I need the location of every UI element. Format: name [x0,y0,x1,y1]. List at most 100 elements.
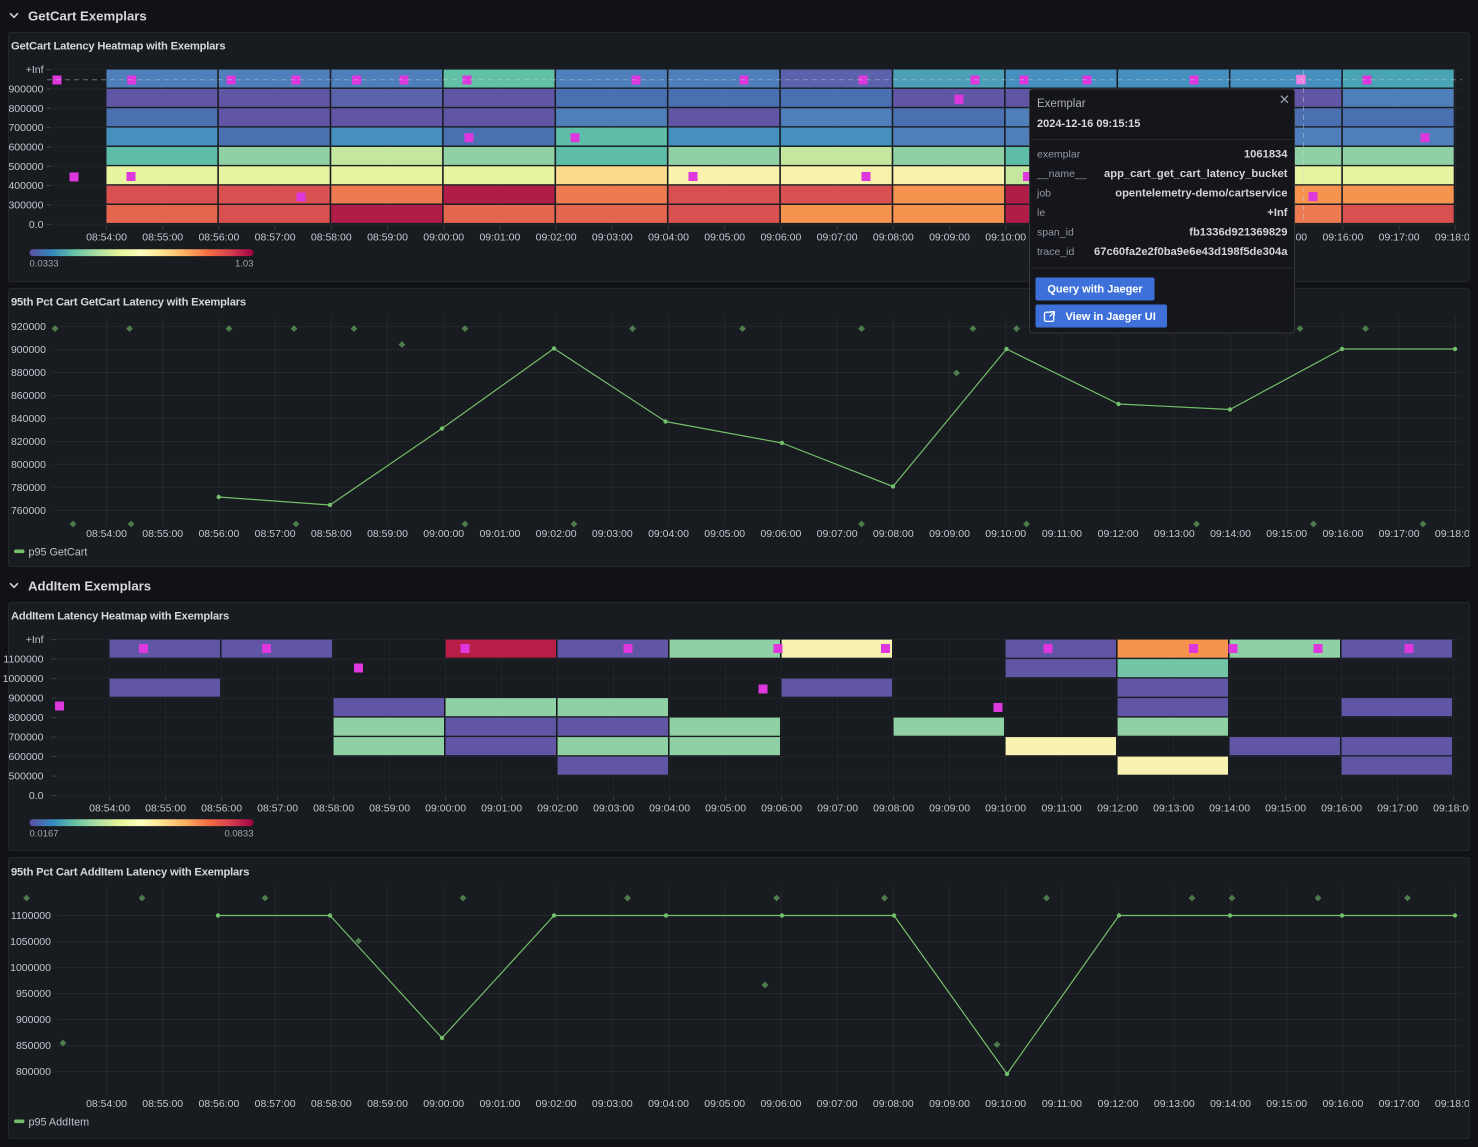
svg-text:p95 GetCart: p95 GetCart [29,546,88,558]
svg-text:09:04:00: 09:04:00 [648,1098,689,1110]
svg-text:09:18:00: 09:18:00 [1433,803,1474,815]
svg-text:900000: 900000 [16,1014,51,1026]
svg-text:09:01:00: 09:01:00 [479,231,520,243]
svg-text:AddItem Exemplars: AddItem Exemplars [28,578,151,593]
svg-text:09:14:00: 09:14:00 [1210,528,1251,540]
svg-text:1000000: 1000000 [3,673,44,685]
svg-text:09:02:00: 09:02:00 [536,231,577,243]
svg-text:09:17:00: 09:17:00 [1377,803,1418,815]
svg-text:08:59:00: 08:59:00 [367,1098,408,1110]
svg-text:08:57:00: 08:57:00 [257,803,298,815]
svg-text:09:15:00: 09:15:00 [1265,803,1306,815]
svg-text:700000: 700000 [8,732,43,744]
svg-text:09:03:00: 09:03:00 [592,528,633,540]
svg-text:600000: 600000 [8,142,43,154]
svg-text:09:16:00: 09:16:00 [1322,1098,1363,1110]
svg-text:09:18:00: 09:18:00 [1435,528,1476,540]
svg-text:0.0: 0.0 [29,790,44,802]
svg-text:09:00:00: 09:00:00 [423,231,464,243]
svg-text:09:01:00: 09:01:00 [479,1098,520,1110]
svg-text:700000: 700000 [8,122,43,134]
svg-text:+Inf: +Inf [26,634,44,646]
svg-text:800000: 800000 [16,1066,51,1078]
svg-text:09:15:00: 09:15:00 [1266,1098,1307,1110]
svg-text:09:13:00: 09:13:00 [1154,1098,1195,1110]
svg-text:08:58:00: 08:58:00 [313,803,354,815]
svg-text:09:00:00: 09:00:00 [423,528,464,540]
svg-text:850000: 850000 [16,1040,51,1052]
svg-text:08:58:00: 08:58:00 [311,528,352,540]
svg-text:860000: 860000 [11,390,46,402]
svg-text:09:13:00: 09:13:00 [1153,803,1194,815]
svg-text:job: job [1036,188,1051,200]
svg-text:880000: 880000 [11,367,46,379]
svg-text:1100000: 1100000 [3,654,43,666]
svg-text:09:09:00: 09:09:00 [929,803,970,815]
svg-text:08:54:00: 08:54:00 [89,803,130,815]
svg-text:820000: 820000 [11,436,46,448]
svg-text:09:06:00: 09:06:00 [760,528,801,540]
svg-text:09:11:00: 09:11:00 [1042,1098,1082,1110]
svg-text:09:06:00: 09:06:00 [761,803,802,815]
svg-text:920000: 920000 [11,321,46,333]
svg-text:opentelemetry-demo/cartservice: opentelemetry-demo/cartservice [1115,188,1287,200]
svg-text:900000: 900000 [8,693,43,705]
svg-text:08:58:00: 08:58:00 [311,1098,352,1110]
svg-text:95th Pct Cart AddItem Latency: 95th Pct Cart AddItem Latency with Exemp… [11,866,249,878]
svg-text:09:08:00: 09:08:00 [873,803,914,815]
svg-text:800000: 800000 [11,459,46,471]
svg-text:09:02:00: 09:02:00 [536,528,577,540]
svg-text:500000: 500000 [8,161,43,173]
svg-text:09:01:00: 09:01:00 [481,803,522,815]
svg-text:08:59:00: 08:59:00 [367,528,408,540]
svg-text:span_id: span_id [1037,227,1074,239]
svg-text:__name__: __name__ [1036,168,1087,180]
svg-text:AddItem Latency Heatmap with E: AddItem Latency Heatmap with Exemplars [11,610,229,622]
svg-text:67c60fa2e2f0ba9e6e43d198f5de30: 67c60fa2e2f0ba9e6e43d198f5de304a [1094,246,1288,258]
svg-text:09:12:00: 09:12:00 [1097,803,1138,815]
svg-text:1000000: 1000000 [10,962,51,974]
svg-text:09:08:00: 09:08:00 [873,1098,914,1110]
svg-text:09:05:00: 09:05:00 [704,1098,745,1110]
svg-text:09:18:00: 09:18:00 [1435,1098,1476,1110]
svg-text:09:17:00: 09:17:00 [1379,528,1420,540]
svg-text:fb1336d921369829: fb1336d921369829 [1189,227,1287,239]
svg-text:08:57:00: 08:57:00 [255,1098,296,1110]
svg-text:09:11:00: 09:11:00 [1042,528,1082,540]
svg-text:0.0167: 0.0167 [30,828,59,839]
svg-text:840000: 840000 [11,413,46,425]
svg-text:08:54:00: 08:54:00 [86,1098,127,1110]
svg-text:08:56:00: 08:56:00 [198,528,239,540]
svg-text:GetCart Exemplars: GetCart Exemplars [28,8,147,23]
svg-text:Query with Jaeger: Query with Jaeger [1047,284,1143,296]
svg-text:08:59:00: 08:59:00 [367,231,408,243]
svg-text:760000: 760000 [11,505,46,517]
svg-text:09:00:00: 09:00:00 [425,803,466,815]
svg-text:09:16:00: 09:16:00 [1321,803,1362,815]
svg-text:950000: 950000 [16,988,51,1000]
svg-text:09:07:00: 09:07:00 [817,1098,858,1110]
svg-text:08:56:00: 08:56:00 [201,803,242,815]
svg-text:09:08:00: 09:08:00 [873,231,914,243]
svg-text:95th Pct Cart GetCart Latency: 95th Pct Cart GetCart Latency with Exemp… [11,296,246,308]
svg-text:09:16:00: 09:16:00 [1322,528,1363,540]
svg-text:900000: 900000 [8,84,43,96]
svg-text:1100000: 1100000 [11,910,51,922]
svg-text:09:15:00: 09:15:00 [1266,528,1307,540]
svg-text:08:57:00: 08:57:00 [255,231,296,243]
svg-text:09:07:00: 09:07:00 [817,231,858,243]
svg-text:800000: 800000 [8,712,43,724]
svg-text:+Inf: +Inf [26,64,44,76]
svg-text:09:10:00: 09:10:00 [985,231,1026,243]
svg-text:09:09:00: 09:09:00 [929,528,970,540]
svg-text:09:05:00: 09:05:00 [705,803,746,815]
svg-text:1061834: 1061834 [1244,149,1288,161]
svg-text:09:12:00: 09:12:00 [1098,528,1139,540]
svg-text:08:54:00: 08:54:00 [86,231,127,243]
svg-text:Exemplar: Exemplar [1037,98,1086,110]
svg-text:09:10:00: 09:10:00 [985,803,1026,815]
svg-text:800000: 800000 [8,103,43,115]
svg-text:09:03:00: 09:03:00 [592,1098,633,1110]
svg-text:09:04:00: 09:04:00 [648,528,689,540]
svg-text:09:03:00: 09:03:00 [593,803,634,815]
